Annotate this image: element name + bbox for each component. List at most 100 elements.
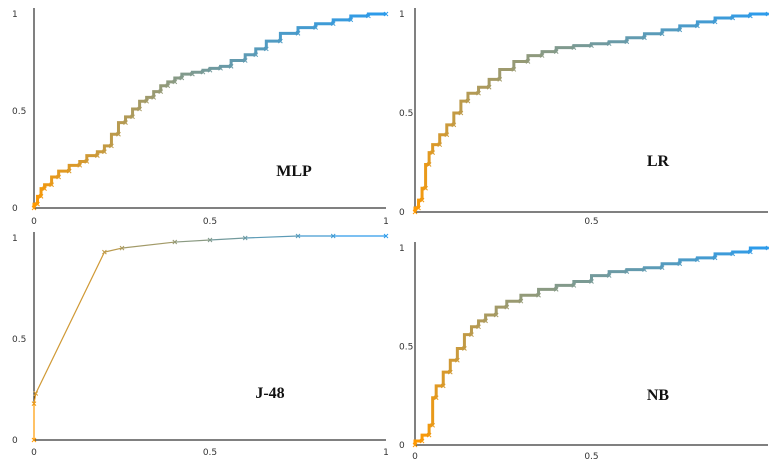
curve-segment: [498, 67, 514, 80]
chart-title: MLP: [276, 163, 312, 180]
curve-segment: [462, 333, 472, 349]
data-point: [412, 442, 418, 448]
curve-segment: [95, 150, 105, 156]
data-point: [462, 346, 467, 351]
curve-segment: [505, 299, 521, 308]
x-tick-label: 0: [31, 448, 37, 458]
data-point: [476, 90, 481, 96]
curve-segment: [243, 53, 256, 61]
data-point: [123, 120, 128, 125]
data-point: [253, 52, 259, 58]
curve-segment: [209, 237, 246, 241]
data-point: [31, 401, 37, 406]
data-point: [119, 245, 125, 251]
data-point: [38, 194, 44, 199]
curve-segment: [131, 107, 140, 117]
data-point: [659, 31, 665, 37]
curve-segment: [455, 346, 465, 361]
curve-segment: [245, 235, 299, 239]
curve-segment: [413, 439, 423, 445]
y-tick-label: 0: [12, 436, 18, 446]
curve-segment: [678, 24, 698, 30]
data-point: [295, 31, 301, 36]
y-tick-label: 0: [12, 204, 18, 214]
curve-segment: [85, 154, 98, 162]
curve-segment: [229, 59, 246, 67]
data-point: [747, 249, 753, 255]
y-tick-label: 1: [399, 10, 405, 20]
y-tick-label: 0.5: [12, 107, 26, 117]
curve-segment: [152, 90, 161, 98]
curve-segment: [625, 36, 645, 42]
data-point: [659, 265, 665, 271]
data-point: [172, 79, 178, 85]
data-point: [440, 383, 446, 389]
data-point: [465, 98, 471, 104]
curve-segment: [278, 31, 298, 42]
curve-segment: [642, 266, 663, 270]
curve-segment: [660, 262, 680, 268]
curve-segment: [50, 175, 59, 185]
curve-segment: [625, 268, 645, 272]
data-point: [497, 76, 503, 82]
data-point: [419, 197, 425, 203]
data-point: [695, 23, 700, 29]
data-point: [525, 59, 531, 64]
curve-segment: [33, 393, 37, 404]
data-point: [207, 67, 213, 73]
data-point: [366, 13, 371, 19]
curve-segment: [731, 250, 751, 254]
data-point: [571, 283, 577, 288]
data-point: [483, 318, 488, 324]
data-point: [642, 35, 647, 41]
data-point: [172, 239, 178, 245]
curve-segment: [713, 252, 733, 258]
curve-segment: [477, 85, 490, 94]
curve-segment: [431, 396, 437, 426]
curve-segment: [35, 251, 105, 394]
chart-title: NB: [647, 387, 670, 404]
curve-segment: [180, 72, 193, 79]
data-point: [295, 233, 301, 239]
y-tick-label: 0.5: [399, 343, 413, 353]
curve-segment: [519, 293, 539, 302]
curve-segment: [121, 241, 175, 249]
data-point: [190, 71, 195, 77]
data-point: [151, 95, 157, 100]
x-tick-label: 0.5: [584, 217, 598, 227]
curve-segment: [166, 80, 175, 86]
chart-3: 0 0.5 1 0 0.5 NB: [399, 242, 769, 462]
curve-segment: [431, 143, 440, 153]
data-point: [77, 162, 83, 168]
data-point: [589, 279, 594, 284]
curve-segment: [434, 384, 444, 398]
data-point: [430, 422, 436, 428]
curve-segment: [159, 84, 168, 92]
y-tick-label: 1: [399, 244, 405, 254]
data-point: [458, 110, 464, 116]
data-point: [469, 332, 474, 338]
curve-segment: [438, 133, 447, 145]
curve-segment: [57, 169, 70, 177]
curve-segment: [695, 20, 716, 26]
data-point: [430, 150, 436, 155]
x-tick-label: 1: [383, 448, 389, 458]
data-point: [504, 304, 510, 310]
curve-segment: [43, 183, 52, 189]
curve-segment: [264, 39, 281, 49]
curve-segment: [607, 270, 627, 276]
y-tick-label: 1: [12, 234, 18, 244]
data-point: [511, 67, 517, 72]
data-point: [158, 89, 164, 94]
data-point: [348, 17, 354, 23]
curve-segment: [424, 162, 430, 189]
chart-0: 0 0.5 1 0 0.5 1 MLP: [12, 8, 389, 227]
data-point: [747, 13, 753, 19]
data-point: [433, 395, 439, 401]
data-point: [242, 58, 248, 63]
data-point: [447, 369, 453, 375]
data-point: [553, 49, 559, 54]
curve-segment: [554, 46, 574, 52]
curve-segment: [445, 123, 454, 135]
